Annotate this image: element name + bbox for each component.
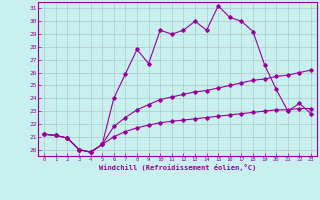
X-axis label: Windchill (Refroidissement éolien,°C): Windchill (Refroidissement éolien,°C) <box>99 164 256 171</box>
